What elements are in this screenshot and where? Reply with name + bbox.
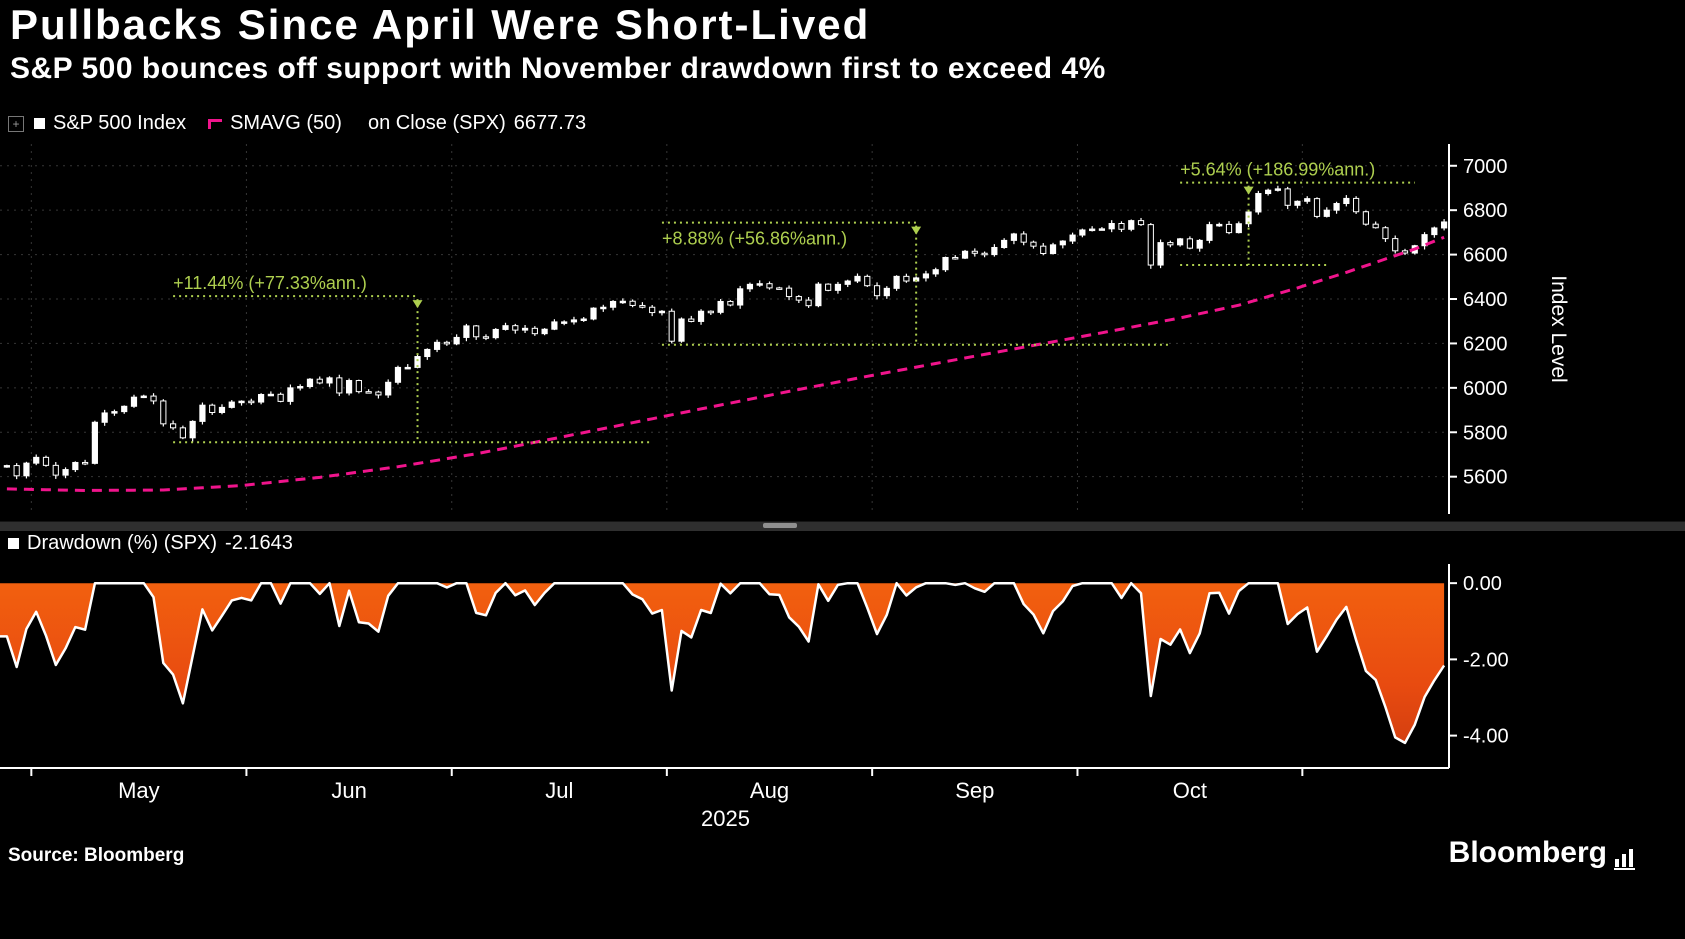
smavg-series-value: 6677.73 [513, 112, 587, 134]
x-axis-month-label: Jun [331, 778, 366, 803]
bloomberg-logo-text: Bloomberg [1448, 836, 1607, 869]
smavg-series-sublabel: on Close (SPX) [367, 112, 506, 134]
sp500-series-marker-icon [34, 118, 45, 129]
drawdown-series-marker-icon [8, 538, 19, 549]
x-axis-year-label: 2025 [701, 806, 750, 831]
y-axis-tick-label: 6400 [1463, 289, 1508, 311]
drawdown-tick-label: -2.00 [1463, 649, 1509, 671]
x-axis-month-label: Aug [750, 778, 789, 803]
x-axis-month-label: Sep [955, 778, 994, 803]
drawdown-series-label[interactable]: Drawdown (%) (SPX) [27, 532, 218, 554]
price-chart-svg: +11.44% (+77.33%ann.) +8.88% (+56.86%ann.… [0, 144, 1570, 514]
y-axis-title: Index Level [1547, 275, 1570, 382]
chart-scrollbar [0, 521, 1685, 531]
y-axis-tick-label: 5800 [1463, 422, 1508, 444]
smavg-series-marker-icon [208, 118, 223, 129]
bloomberg-logo: Bloomberg [1449, 836, 1637, 870]
drawdown-series-value: -2.1643 [225, 532, 293, 554]
source-label: Source: Bloomberg [8, 845, 185, 866]
annotation-label: +5.64% (+186.99%ann.) [1180, 160, 1375, 180]
drawdown-tick-label: 0.00 [1463, 573, 1502, 595]
legend-top: + S&P 500 Index SMAVG (50) on Close (SPX… [8, 112, 586, 135]
y-axis-tick-label: 6600 [1463, 245, 1508, 267]
expand-icon[interactable]: + [8, 115, 24, 132]
sp500-series-label[interactable]: S&P 500 Index [53, 112, 187, 134]
y-axis-tick-label: 6000 [1463, 378, 1508, 400]
x-axis-month-label: Oct [1173, 778, 1207, 803]
smavg-series-label[interactable]: SMAVG (50) [230, 112, 342, 134]
drawdown-chart-svg: May Jun Jul Aug Sep Oct 2025 0.00 -2.00 -4.00 [0, 564, 1509, 831]
chart-scrollbar-thumb[interactable] [763, 523, 797, 528]
legend-bottom: Drawdown (%) (SPX) -2.1643 [8, 532, 293, 555]
drawdown-tick-label: -4.00 [1463, 726, 1509, 748]
x-axis-month-label: May [118, 778, 160, 803]
annotation-label: +11.44% (+77.33%ann.) [173, 273, 367, 293]
page-subtitle: S&P 500 bounces off support with Novembe… [10, 52, 1106, 85]
y-axis-tick-label: 6200 [1463, 333, 1508, 355]
bloomberg-logo-icon [1614, 849, 1635, 870]
page-title: Pullbacks Since April Were Short-Lived [10, 1, 871, 48]
y-axis-tick-label: 6800 [1463, 200, 1508, 222]
annotation-label: +8.88% (+56.86%ann.) [662, 229, 847, 249]
x-axis-month-label: Jul [545, 778, 573, 803]
y-axis-tick-label: 7000 [1463, 156, 1508, 178]
y-axis-tick-label: 5600 [1463, 467, 1508, 489]
